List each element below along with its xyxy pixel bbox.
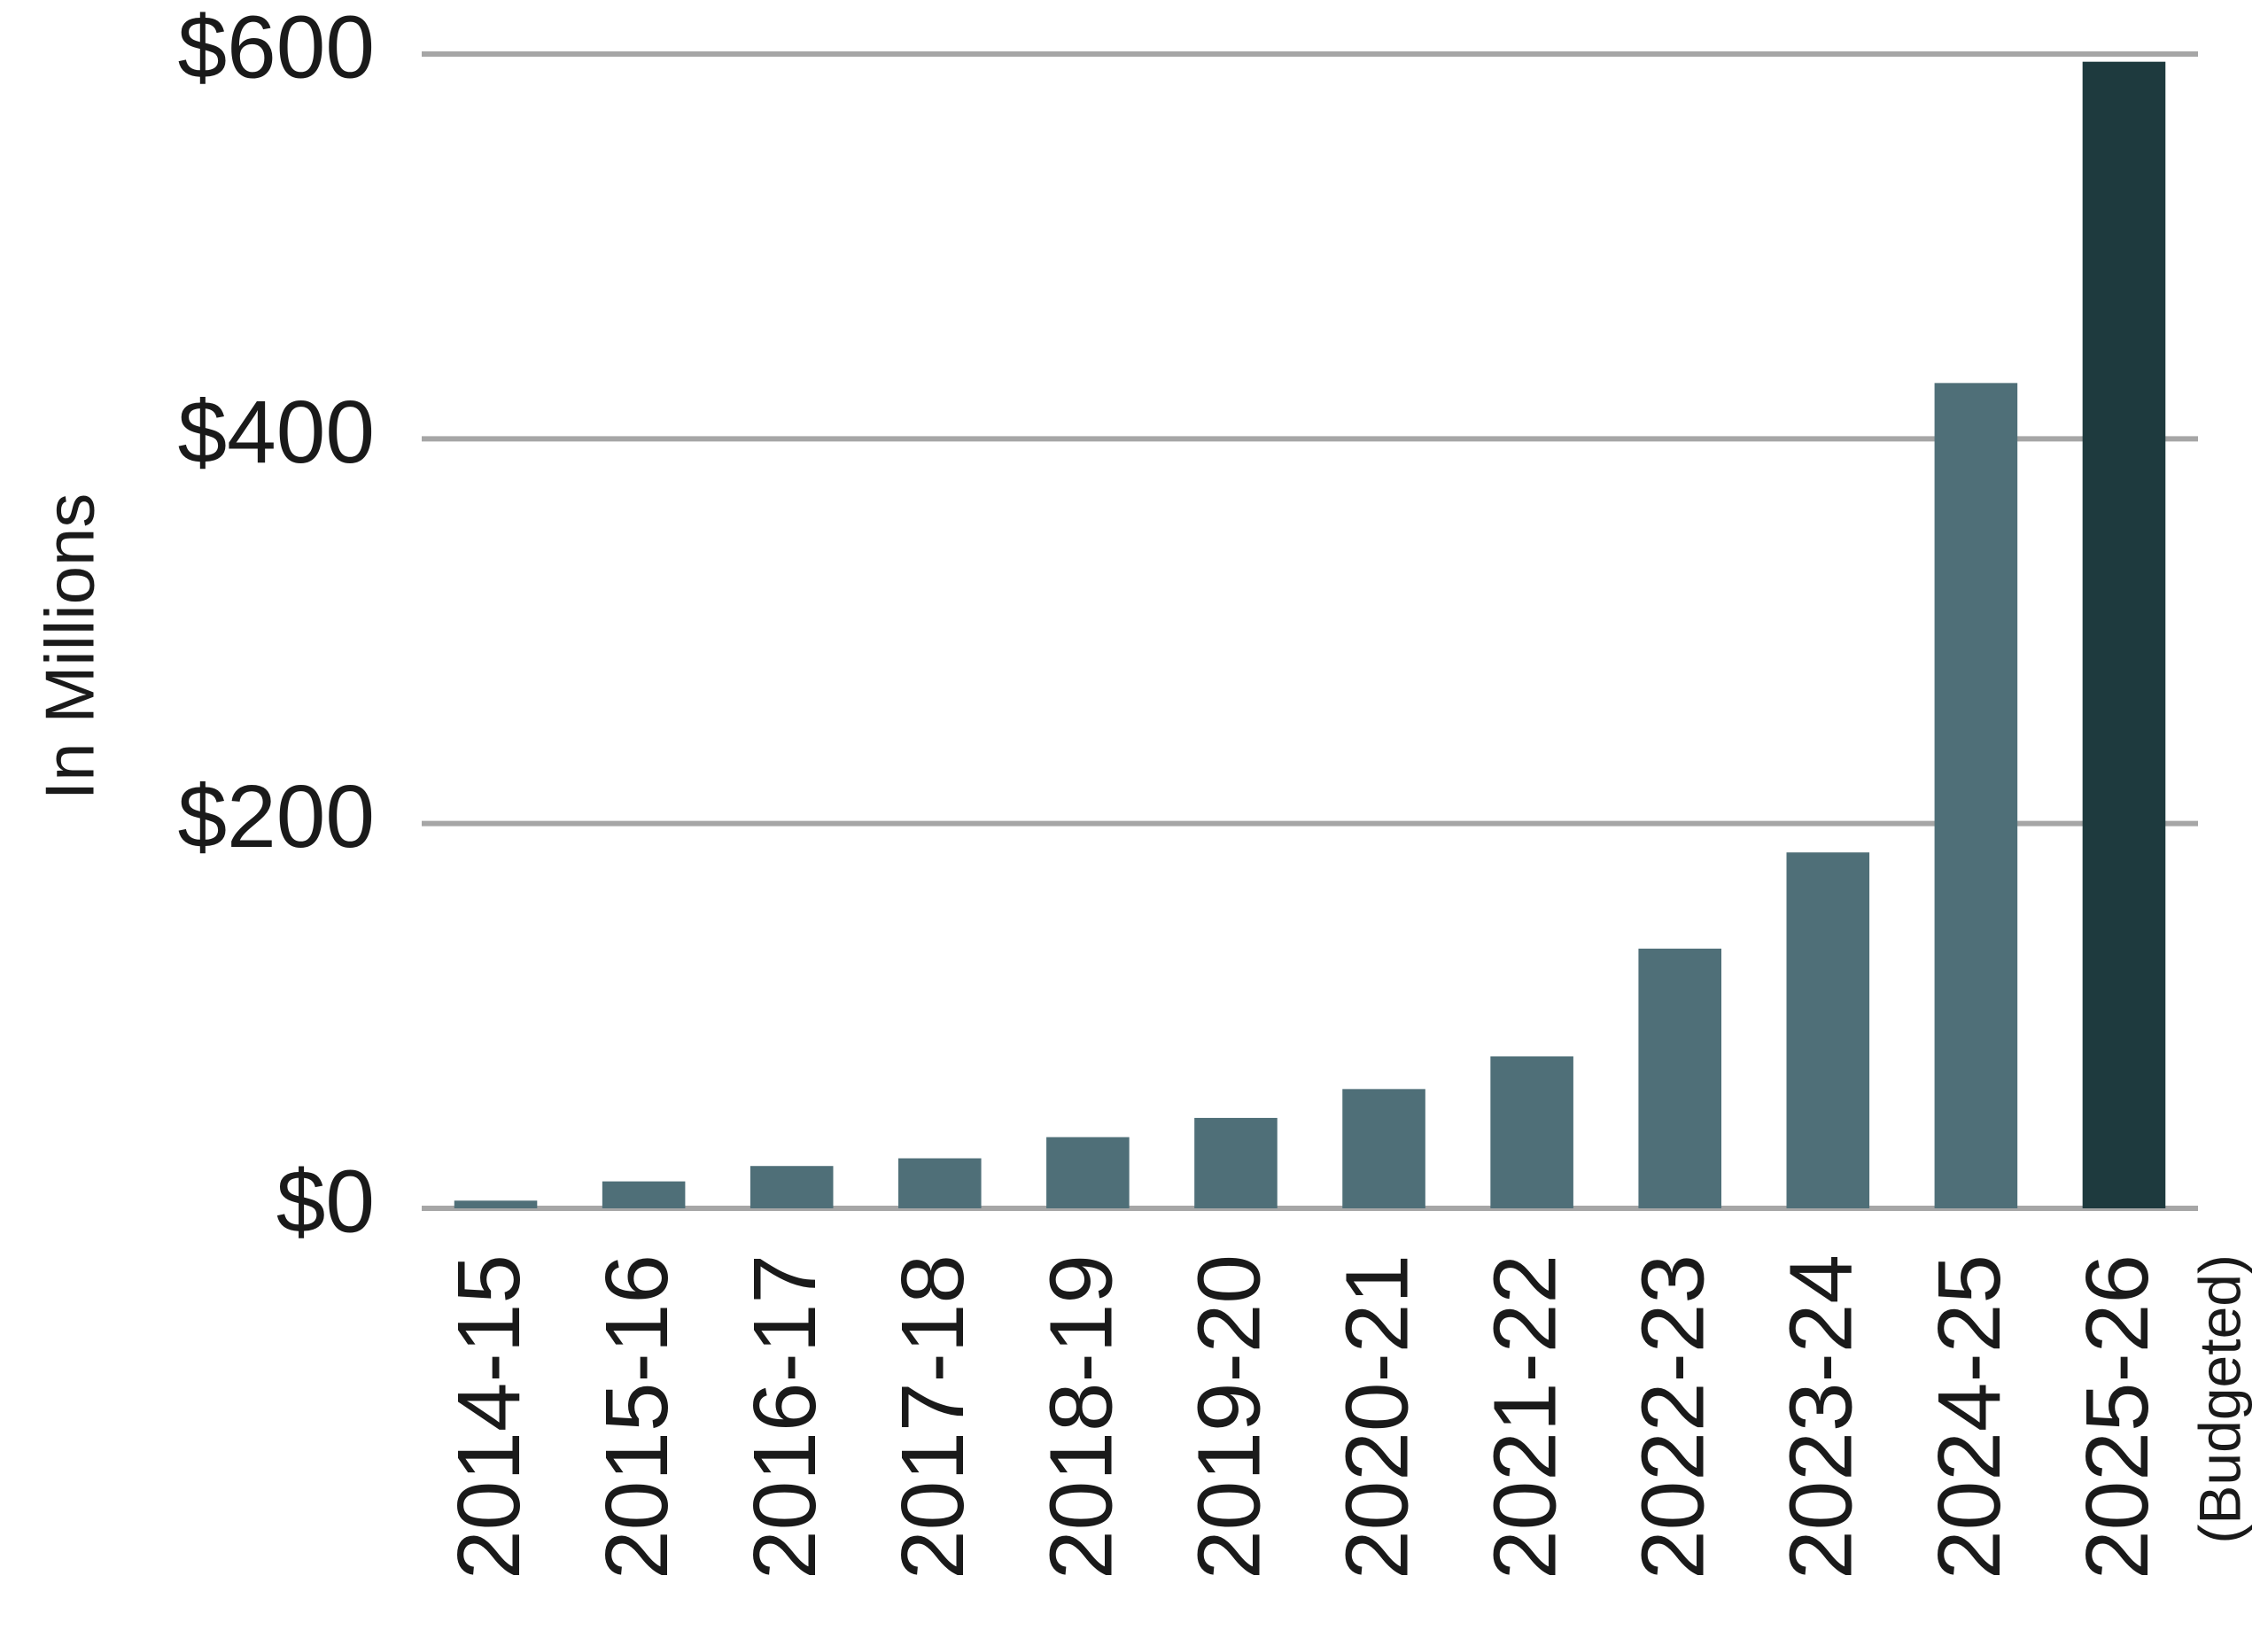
- bar: [1342, 1089, 1425, 1208]
- x-tick-label: 2025-26: [2068, 1254, 2167, 1580]
- bar: [1194, 1117, 1278, 1208]
- x-tick-label: 2022-23: [1624, 1254, 1723, 1580]
- bar: [1046, 1137, 1130, 1208]
- bar: [2082, 61, 2166, 1209]
- x-tick-label: 2024-25: [1920, 1254, 2019, 1580]
- x-tick-label: 2014-15: [439, 1254, 539, 1580]
- bar: [454, 1200, 538, 1208]
- bar: [1786, 852, 1870, 1208]
- bar: [750, 1166, 834, 1208]
- x-tick-label: 2021-22: [1476, 1254, 1575, 1580]
- bar: [1638, 948, 1721, 1208]
- x-tick-label: 2016-17: [735, 1254, 835, 1580]
- bar: [1934, 383, 2018, 1209]
- x-tick-label: 2018-19: [1031, 1254, 1130, 1580]
- y-tick-label: $0: [276, 1152, 375, 1251]
- x-tick-label: 2019-20: [1179, 1254, 1278, 1580]
- category-note: (Budgeted): [2186, 1254, 2252, 1544]
- y-tick-label: $600: [178, 0, 375, 97]
- bar: [602, 1181, 686, 1208]
- bar: [1490, 1056, 1573, 1208]
- x-tick-label: 2023-24: [1772, 1254, 1871, 1580]
- x-tick-label: 2017-18: [883, 1254, 983, 1580]
- y-tick-label: $200: [178, 767, 375, 866]
- x-tick-label: 2020-21: [1327, 1254, 1426, 1580]
- x-tick-label: 2015-16: [587, 1254, 687, 1580]
- y-axis-label: In Millions: [31, 493, 109, 801]
- bar: [898, 1158, 982, 1208]
- y-tick-label: $400: [178, 383, 375, 482]
